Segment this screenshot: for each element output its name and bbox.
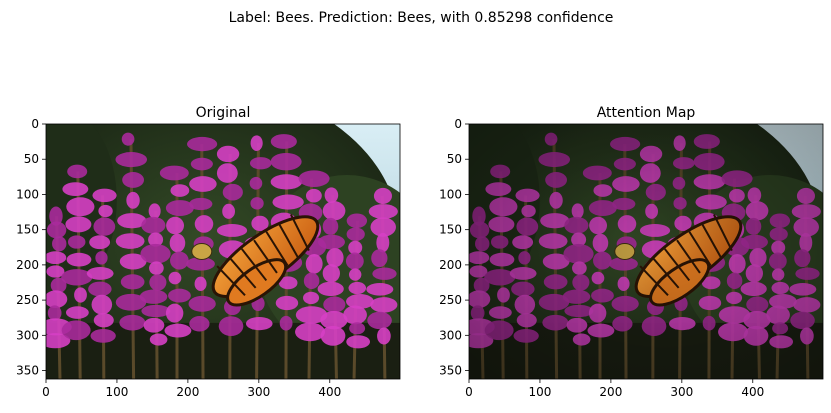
y-tick-label: 300	[16, 328, 39, 342]
x-tick-label: 0	[465, 385, 473, 399]
x-tick-label: 100	[528, 385, 551, 399]
axes-title: Attention Map	[597, 105, 696, 121]
axes-original: Original 0 100 200 300 400 0 50 100 150 200 250 300 3…	[16, 105, 401, 399]
y-tick-label: 150	[439, 223, 462, 237]
y-tick-label: 50	[24, 152, 39, 166]
y-tick-label: 200	[439, 258, 462, 272]
photo-image	[469, 124, 823, 379]
axes-frame	[468, 123, 824, 380]
y-tick-label: 250	[439, 293, 462, 307]
y-tick-label: 350	[439, 364, 462, 378]
y-tick-label: 300	[439, 328, 462, 342]
axes-frame	[45, 123, 401, 380]
y-tick-label: 100	[16, 187, 39, 201]
attention-overlay	[469, 124, 823, 379]
x-tick-label: 400	[741, 385, 764, 399]
x-tick-label: 400	[318, 385, 341, 399]
y-tick-label: 200	[16, 258, 39, 272]
y-tick-label: 0	[31, 117, 39, 131]
y-tick-label: 350	[16, 364, 39, 378]
y-tick-label: 0	[454, 117, 462, 131]
axes-title: Original	[196, 105, 251, 121]
x-tick-label: 0	[42, 385, 50, 399]
x-tick-label: 100	[105, 385, 128, 399]
y-tick-label: 150	[16, 223, 39, 237]
figure-suptitle: Label: Bees. Prediction: Bees, with 0.85…	[229, 10, 614, 26]
photo-image	[46, 124, 400, 379]
x-tick-label: 200	[176, 385, 199, 399]
x-tick-label: 300	[670, 385, 693, 399]
y-tick-label: 100	[439, 187, 462, 201]
x-tick-label: 200	[599, 385, 622, 399]
axes-attention-map: Attention Map 0 100 200 300 400 0 50 100 150 200 25…	[439, 105, 824, 399]
y-tick-label: 250	[16, 293, 39, 307]
x-tick-label: 300	[247, 385, 270, 399]
y-tick-label: 50	[447, 152, 462, 166]
